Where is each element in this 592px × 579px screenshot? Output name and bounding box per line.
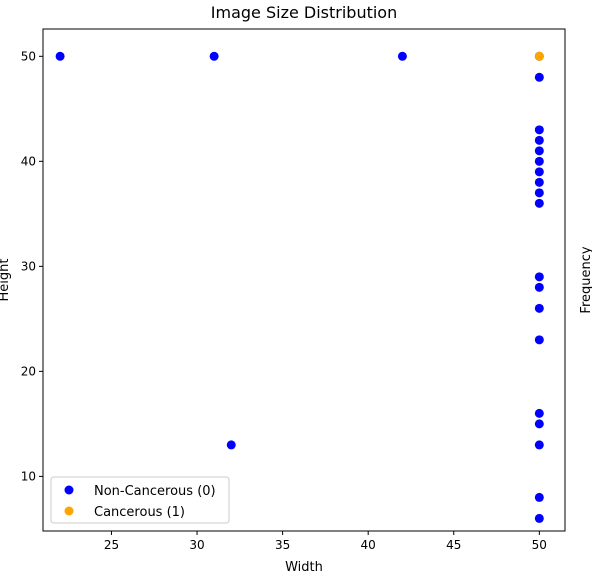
legend-marker-non-cancerous xyxy=(64,485,74,495)
data-point-non-cancerous xyxy=(534,492,544,502)
data-point-non-cancerous xyxy=(534,188,544,198)
data-point-non-cancerous xyxy=(534,125,544,135)
data-point-cancerous xyxy=(534,51,544,61)
secondary-y-axis-label: Frequency xyxy=(579,246,592,313)
data-point-non-cancerous xyxy=(534,513,544,523)
y-tick-label: 10 xyxy=(21,469,36,483)
data-point-non-cancerous xyxy=(534,272,544,282)
data-point-non-cancerous xyxy=(534,419,544,429)
data-point-non-cancerous xyxy=(534,335,544,345)
data-point-non-cancerous xyxy=(534,303,544,313)
chart-title: Image Size Distribution xyxy=(211,3,397,22)
legend-label-non-cancerous: Non-Cancerous (0) xyxy=(94,484,216,499)
data-point-non-cancerous xyxy=(534,282,544,292)
x-tick-label: 30 xyxy=(189,538,204,552)
legend-marker-cancerous xyxy=(64,506,74,516)
data-point-non-cancerous xyxy=(534,408,544,418)
plot-area xyxy=(42,28,566,532)
data-point-non-cancerous xyxy=(534,156,544,166)
data-point-non-cancerous xyxy=(55,51,65,61)
y-tick-label: 20 xyxy=(21,364,36,378)
data-point-non-cancerous xyxy=(209,51,219,61)
data-point-non-cancerous xyxy=(534,135,544,145)
legend-box xyxy=(50,476,230,524)
x-tick-label: 40 xyxy=(361,538,376,552)
data-point-non-cancerous xyxy=(226,440,236,450)
x-axis-ticks: 25 30 35 40 45 50 xyxy=(104,531,547,552)
y-tick-label: 50 xyxy=(21,49,36,63)
legend: Non-Cancerous (0) Cancerous (1) xyxy=(50,476,230,524)
x-tick-label: 45 xyxy=(446,538,461,552)
data-point-non-cancerous xyxy=(534,146,544,156)
data-point-non-cancerous xyxy=(534,198,544,208)
x-tick-label: 25 xyxy=(104,538,119,552)
y-tick-label: 40 xyxy=(21,154,36,168)
y-axis-label: Height xyxy=(0,259,12,302)
data-point-non-cancerous xyxy=(397,51,407,61)
data-point-non-cancerous xyxy=(534,440,544,450)
data-point-non-cancerous xyxy=(534,72,544,82)
data-points xyxy=(55,51,544,523)
legend-label-cancerous: Cancerous (1) xyxy=(94,505,185,520)
y-tick-label: 30 xyxy=(21,259,36,273)
data-point-non-cancerous xyxy=(534,167,544,177)
x-axis-label: Width xyxy=(285,560,323,575)
x-tick-label: 35 xyxy=(275,538,290,552)
x-tick-label: 50 xyxy=(532,538,547,552)
y-axis-ticks: 10 20 30 40 50 xyxy=(21,49,43,483)
data-point-non-cancerous xyxy=(534,177,544,187)
